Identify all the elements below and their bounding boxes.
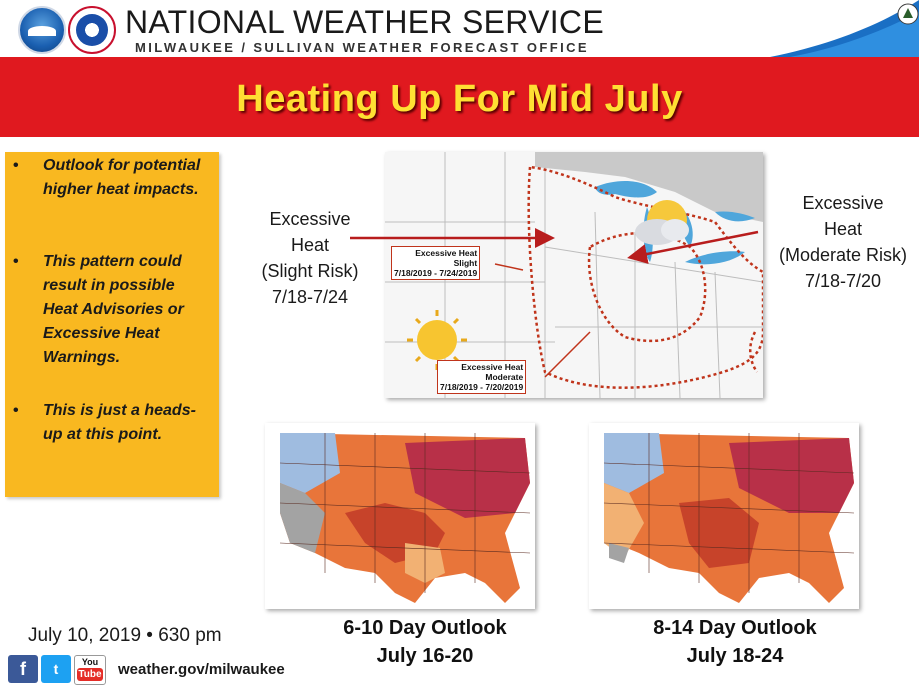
outlook-map-6-10 (265, 423, 535, 609)
nws-logo-icon (68, 6, 116, 54)
doc-swoosh-logo-icon (770, 0, 919, 57)
website-link[interactable]: weather.gov/milwaukee (118, 661, 285, 678)
bullet-dot: • (13, 253, 19, 270)
twitter-icon[interactable]: t (41, 655, 71, 683)
bullet-item: • This is just a heads-up at this point. (13, 399, 213, 447)
outlook-map-graphic (589, 423, 859, 609)
bullet-box: • Outlook for potential higher heat impa… (5, 152, 219, 497)
bullet-dot: • (13, 157, 19, 174)
slight-risk-label: Excessive Heat (Slight Risk) 7/18-7/24 (250, 206, 370, 310)
moderate-label-line: Heat (823, 219, 863, 239)
moderate-label-line: Excessive (802, 193, 884, 213)
bullet-text: This is just a heads-up at this point. (43, 402, 196, 443)
outlook-dates: July 16-20 (376, 645, 474, 667)
moderate-label-line: 7/18-7/20 (804, 271, 882, 291)
outlook-map-graphic (265, 423, 535, 609)
risk-map-graphic (385, 152, 765, 399)
slight-box-line: 7/18/2019 - 7/24/2019 (394, 268, 478, 278)
excessive-heat-risk-map: Excessive Heat Slight 7/18/2019 - 7/24/2… (385, 152, 765, 399)
header: NATIONAL WEATHER SERVICE MILWAUKEE / SUL… (0, 0, 919, 57)
noaa-logo-icon (18, 6, 66, 54)
slight-label-line: (Slight Risk) (261, 261, 359, 281)
slight-label-line: 7/18-7/24 (271, 287, 349, 307)
moderate-risk-label: Excessive Heat (Moderate Risk) 7/18-7/20 (768, 190, 918, 294)
outlook-8-14-label: 8-14 Day Outlook July 18-24 (610, 614, 860, 670)
youtube-bottom-text: Tube (77, 668, 103, 681)
bullet-item: • This pattern could result in possible … (13, 250, 213, 370)
bullet-dot: • (13, 402, 19, 419)
outlook-title: 8-14 Day Outlook (653, 617, 817, 639)
slight-label-line: Excessive (269, 209, 351, 229)
slight-box-line: Slight (453, 258, 478, 268)
title-banner (0, 57, 919, 137)
facebook-icon[interactable]: f (8, 655, 38, 683)
moderate-risk-arrow (627, 230, 759, 264)
moderate-label-line: (Moderate Risk) (778, 245, 908, 265)
moderate-box-line: Excessive Heat (461, 362, 524, 372)
outlook-title: 6-10 Day Outlook (343, 617, 507, 639)
youtube-icon[interactable]: You Tube (74, 655, 106, 685)
bullet-text: This pattern could result in possible He… (43, 253, 184, 366)
youtube-top-text: You (81, 657, 99, 667)
issued-date: July 10, 2019 • 630 pm (28, 625, 222, 646)
moderate-risk-box: Excessive Heat Moderate 7/18/2019 - 7/20… (437, 360, 527, 394)
slight-risk-box: Excessive Heat Slight 7/18/2019 - 7/24/2… (391, 246, 481, 280)
slight-label-line: Heat (290, 235, 330, 255)
slight-box-line: Excessive Heat (415, 248, 478, 258)
page-header-subtitle: MILWAUKEE / SULLIVAN WEATHER FORECAST OF… (135, 40, 589, 55)
outlook-dates: July 18-24 (686, 645, 784, 667)
moderate-box-line: 7/18/2019 - 7/20/2019 (440, 382, 524, 392)
bullet-item: • Outlook for potential higher heat impa… (13, 154, 213, 202)
outlook-map-8-14 (589, 423, 859, 609)
outlook-6-10-label: 6-10 Day Outlook July 16-20 (300, 614, 550, 670)
page-header-title: NATIONAL WEATHER SERVICE (125, 4, 604, 40)
moderate-box-line: Moderate (485, 372, 524, 382)
banner-title: Heating Up For Mid July (236, 78, 683, 120)
bullet-text: Outlook for potential higher heat impact… (43, 157, 201, 198)
sun-icon (407, 310, 467, 370)
